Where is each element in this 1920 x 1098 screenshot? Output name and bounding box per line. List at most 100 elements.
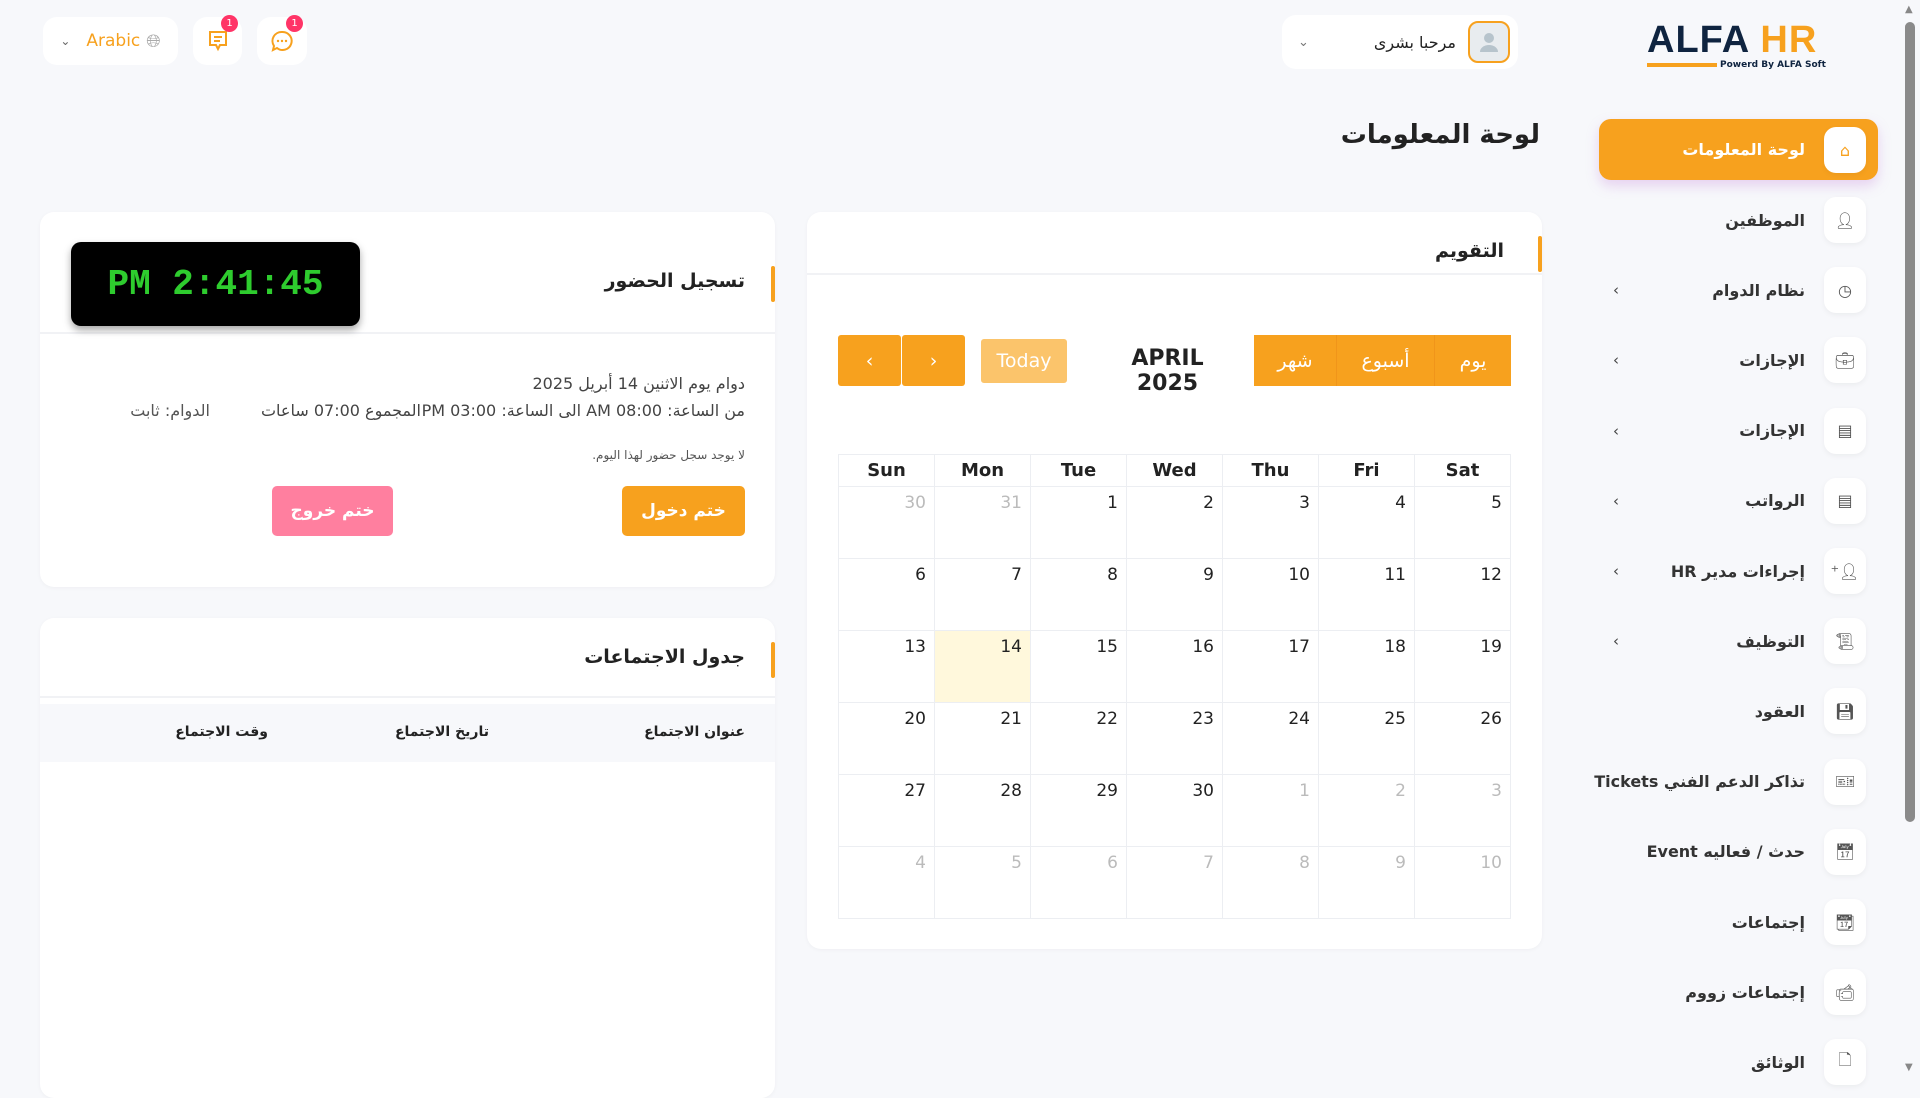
- calendar-day[interactable]: 19: [1414, 630, 1511, 703]
- sidebar-item-label: الوثائق: [1751, 1052, 1805, 1072]
- sidebar-item[interactable]: 👤︎ الموظفين: [1599, 192, 1878, 248]
- calendar-day[interactable]: 11: [1318, 558, 1415, 631]
- calendar-day-other-month[interactable]: 7: [1126, 846, 1223, 919]
- calendar-day[interactable]: 2: [1126, 486, 1223, 559]
- chat-button[interactable]: 1: [257, 15, 307, 65]
- attendance-card: تسجيل الحضور PM 2:41:45 دوام يوم الاثنين…: [40, 212, 775, 587]
- check-in-button[interactable]: ختم دخول: [622, 486, 745, 536]
- calendar-day-other-month[interactable]: 8: [1222, 846, 1319, 919]
- calendar-day[interactable]: 27: [838, 774, 935, 847]
- weekday-header: Fri: [1318, 454, 1415, 487]
- shift-hours: من الساعة: 08:00 AM الى الساعة: 03:00 PM: [421, 401, 745, 420]
- calendar-day[interactable]: 10: [1222, 558, 1319, 631]
- ticket-icon: 🎫︎: [1824, 758, 1866, 805]
- calendar-day[interactable]: 14: [934, 630, 1031, 703]
- sidebar-item[interactable]: 💾︎ العقود: [1599, 683, 1878, 739]
- calendar-day[interactable]: 30: [1126, 774, 1223, 847]
- sidebar-item[interactable]: ▤ الرواتب ‹: [1599, 473, 1878, 529]
- calendar-day[interactable]: 13: [838, 630, 935, 703]
- weekday-header: Tue: [1030, 454, 1127, 487]
- calendar-day-other-month[interactable]: 9: [1318, 846, 1415, 919]
- sidebar-item[interactable]: ▤ الإجازات ‹: [1599, 403, 1878, 459]
- receipt-icon: ▤: [1824, 477, 1866, 524]
- sidebar-item[interactable]: 📹︎ إجتماعات زووم: [1599, 964, 1878, 1020]
- calendar-day[interactable]: 18: [1318, 630, 1415, 703]
- calendar-day[interactable]: 26: [1414, 702, 1511, 775]
- chevron-icon[interactable]: ‹: [1613, 632, 1619, 651]
- sidebar-item[interactable]: 📜︎ التوظيف ‹: [1599, 613, 1878, 669]
- sidebar-item[interactable]: 📆︎ إجتماعات: [1599, 894, 1878, 950]
- sidebar-item-label: الموظفين: [1725, 210, 1805, 230]
- view-day-button[interactable]: يوم: [1434, 335, 1511, 386]
- chevron-icon[interactable]: ‹: [1613, 562, 1619, 580]
- chevron-icon[interactable]: ‹: [1613, 491, 1619, 510]
- shift-type: الدوام: ثابت: [130, 401, 210, 420]
- calendar-day-other-month[interactable]: 30: [838, 486, 935, 559]
- calendar-day-other-month[interactable]: 4: [838, 846, 935, 919]
- sidebar-item[interactable]: 📅︎ حدث / فعاليه Event: [1599, 824, 1878, 880]
- calendar-day-other-month[interactable]: 6: [1030, 846, 1127, 919]
- scrollbar-thumb[interactable]: [1905, 22, 1915, 822]
- calendar-day[interactable]: 17: [1222, 630, 1319, 703]
- messages-button[interactable]: 1: [193, 15, 242, 65]
- calendar-day[interactable]: 3: [1222, 486, 1319, 559]
- calendar-day[interactable]: 29: [1030, 774, 1127, 847]
- weekday-header: Mon: [934, 454, 1031, 487]
- calendar-day-other-month[interactable]: 5: [934, 846, 1031, 919]
- sidebar-item-label: نظام الدوام: [1712, 280, 1805, 300]
- sidebar-item[interactable]: 🎫︎ تذاكر الدعم الفني Tickets: [1594, 754, 1878, 810]
- sidebar-item[interactable]: 🗋 الوثائق: [1599, 1034, 1878, 1090]
- calendar-day[interactable]: 7: [934, 558, 1031, 631]
- calendar-day[interactable]: 6: [838, 558, 935, 631]
- page-title: لوحة المعلومات: [1340, 120, 1540, 150]
- view-week-button[interactable]: أسبوع: [1336, 335, 1434, 386]
- user-menu[interactable]: ⌄ مرحبا بشرى: [1282, 15, 1518, 69]
- chevron-icon[interactable]: ‹: [1613, 281, 1619, 300]
- calendar-day-other-month[interactable]: 1: [1222, 774, 1319, 847]
- today-button[interactable]: Today: [981, 339, 1067, 383]
- calendar-day[interactable]: 4: [1318, 486, 1415, 559]
- scrollbar[interactable]: ▲ ▼: [1900, 0, 1920, 1080]
- sidebar-item[interactable]: ⁺👤︎ إجراءات مدير HR ‹: [1599, 543, 1878, 599]
- calendar-day[interactable]: 24: [1222, 702, 1319, 775]
- calendar-day-other-month[interactable]: 31: [934, 486, 1031, 559]
- calendar-day[interactable]: 22: [1030, 702, 1127, 775]
- meetings-title: جدول الاجتماعات: [584, 646, 745, 668]
- chevron-down-icon: ⌄: [60, 34, 71, 48]
- column-meeting-title: عنوان الاجتماع: [644, 724, 745, 740]
- language-selector[interactable]: ⌄ Arabic 🌐︎: [43, 17, 178, 65]
- video-icon: 📹︎: [1824, 969, 1866, 1016]
- calendar-day[interactable]: 25: [1318, 702, 1415, 775]
- sidebar-item[interactable]: ⌂ لوحة المعلومات: [1599, 119, 1878, 180]
- chat-badge: 1: [286, 15, 303, 32]
- view-month-button[interactable]: شهر: [1254, 335, 1336, 386]
- calendar-day-other-month[interactable]: 10: [1414, 846, 1511, 919]
- calendar-day[interactable]: 1: [1030, 486, 1127, 559]
- calendar-day-other-month[interactable]: 2: [1318, 774, 1415, 847]
- calendar-day[interactable]: 15: [1030, 630, 1127, 703]
- calendar-day[interactable]: 23: [1126, 702, 1223, 775]
- calendar-day[interactable]: 5: [1414, 486, 1511, 559]
- check-out-button[interactable]: ختم خروج: [272, 486, 393, 536]
- calendar-day[interactable]: 21: [934, 702, 1031, 775]
- chevron-icon[interactable]: ‹: [1613, 351, 1619, 370]
- next-month-button[interactable]: ›: [902, 335, 965, 386]
- globe-icon: 🌐︎: [146, 30, 161, 52]
- scroll-icon: 📜︎: [1824, 618, 1866, 665]
- calendar-day[interactable]: 16: [1126, 630, 1223, 703]
- sidebar-item-label: الإجازات: [1739, 350, 1805, 370]
- prev-month-button[interactable]: ‹: [838, 335, 901, 386]
- sidebar-item[interactable]: ◷ نظام الدوام ‹: [1599, 262, 1878, 318]
- user-icon: 👤︎: [1824, 197, 1866, 243]
- calendar-day[interactable]: 9: [1126, 558, 1223, 631]
- calendar-day[interactable]: 28: [934, 774, 1031, 847]
- chevron-icon[interactable]: ‹: [1613, 421, 1619, 440]
- weekday-header: Wed: [1126, 454, 1223, 487]
- sidebar-item[interactable]: 💼︎ الإجازات ‹: [1599, 332, 1878, 388]
- calendar-day[interactable]: 20: [838, 702, 935, 775]
- calendar-day-other-month[interactable]: 3: [1414, 774, 1511, 847]
- calendar-day[interactable]: 8: [1030, 558, 1127, 631]
- calendar-day[interactable]: 12: [1414, 558, 1511, 631]
- column-meeting-date: تاريخ الاجتماع: [394, 724, 489, 740]
- message-icon: [208, 31, 227, 52]
